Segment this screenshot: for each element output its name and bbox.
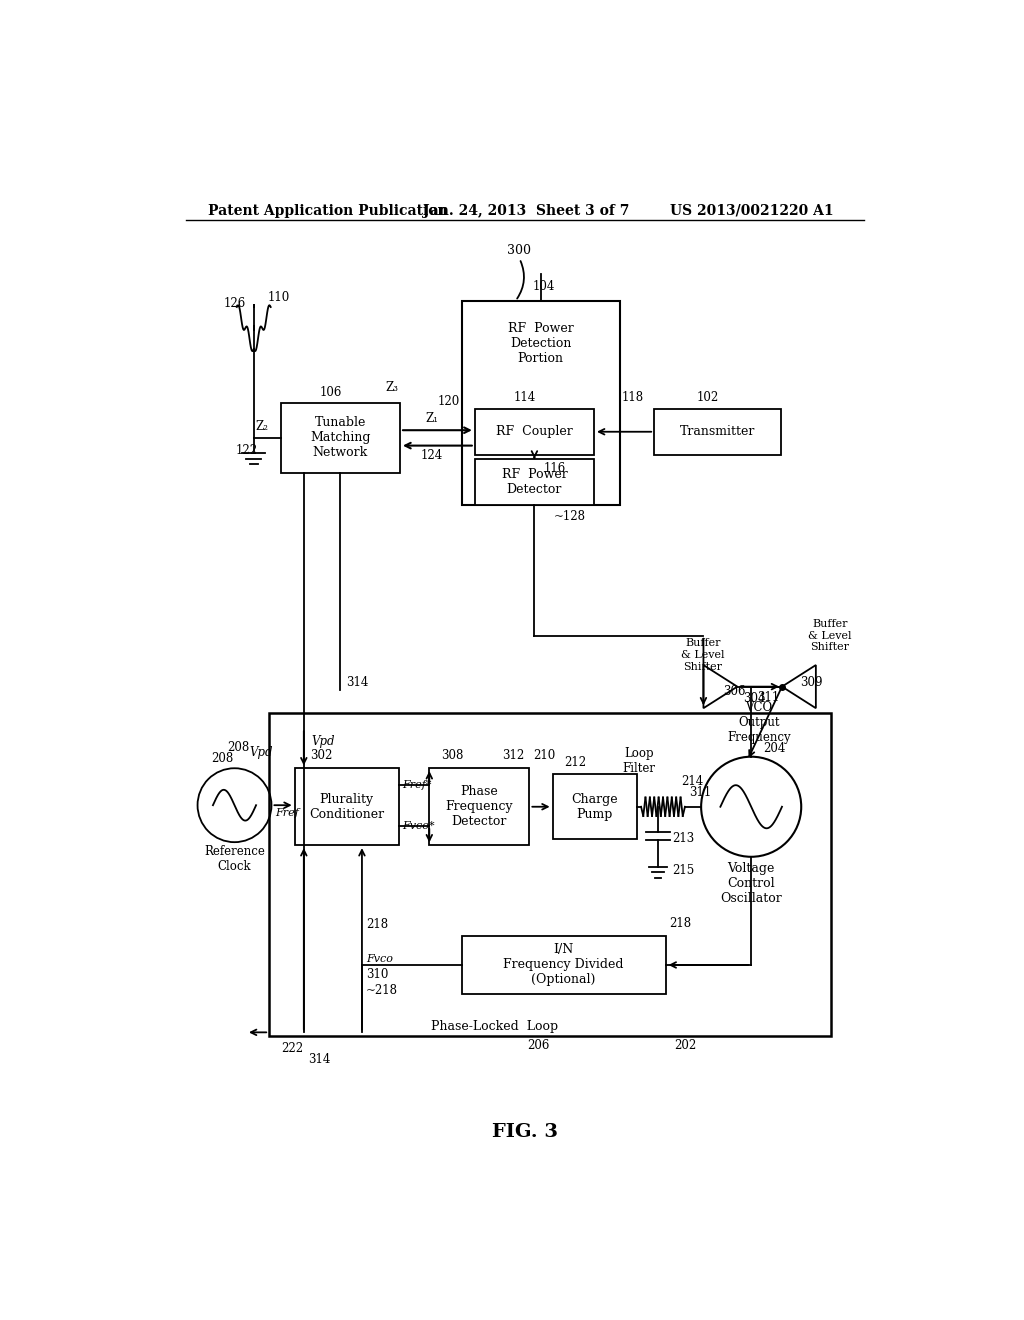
Text: 120: 120 (438, 395, 460, 408)
Text: RF  Power
Detection
Portion: RF Power Detection Portion (508, 322, 573, 364)
Text: 124: 124 (421, 449, 443, 462)
Bar (269, 713, 831, 1036)
Text: Voltage
Control
Oscillator: Voltage Control Oscillator (720, 862, 782, 906)
Bar (553, 775, 637, 840)
Text: Fref*: Fref* (402, 780, 432, 791)
Bar (429, 768, 529, 845)
Bar (462, 936, 666, 994)
Text: Z₃: Z₃ (386, 381, 399, 395)
Text: Phase
Frequency
Detector: Phase Frequency Detector (445, 785, 513, 828)
Bar (475, 459, 594, 506)
Text: 302: 302 (310, 750, 333, 763)
Text: US 2013/0021220 A1: US 2013/0021220 A1 (670, 203, 834, 218)
Text: 218: 218 (366, 917, 388, 931)
Text: 102: 102 (696, 391, 719, 404)
Text: 106: 106 (319, 385, 342, 399)
Text: Phase-Locked  Loop: Phase-Locked Loop (431, 1020, 558, 1034)
Text: Buffer
& Level
Shifter: Buffer & Level Shifter (681, 639, 725, 672)
Text: Reference
Clock: Reference Clock (204, 845, 265, 873)
Text: 208: 208 (226, 741, 249, 754)
Bar (475, 409, 594, 455)
Text: Patent Application Publication: Patent Application Publication (208, 203, 447, 218)
Text: Fref: Fref (275, 808, 299, 818)
Text: ~218: ~218 (366, 983, 397, 997)
Text: 213: 213 (672, 832, 694, 845)
Text: Jan. 24, 2013  Sheet 3 of 7: Jan. 24, 2013 Sheet 3 of 7 (423, 203, 630, 218)
Text: RF  Power
Detector: RF Power Detector (502, 467, 567, 496)
Text: 304: 304 (743, 692, 766, 705)
Text: Z₂: Z₂ (255, 420, 268, 433)
Text: 310: 310 (366, 968, 388, 981)
Bar (295, 768, 398, 845)
Text: RF  Coupler: RF Coupler (496, 425, 572, 438)
Text: Z₁: Z₁ (426, 412, 439, 425)
Text: 116: 116 (544, 462, 566, 475)
Bar (281, 404, 400, 473)
Text: 214: 214 (681, 775, 703, 788)
Text: 110: 110 (267, 290, 290, 304)
Text: I/N
Frequency Divided
(Optional): I/N Frequency Divided (Optional) (504, 944, 624, 986)
Text: Loop
Filter: Loop Filter (623, 747, 655, 775)
Text: 218: 218 (670, 917, 691, 931)
Text: 204: 204 (763, 742, 785, 755)
Text: Vpd: Vpd (311, 735, 335, 748)
Text: Fvco: Fvco (366, 954, 393, 964)
Text: 311: 311 (758, 690, 779, 704)
Text: 126: 126 (223, 297, 246, 310)
Text: 208: 208 (211, 752, 233, 766)
Text: ~128: ~128 (554, 510, 586, 523)
Text: 122: 122 (236, 445, 258, 458)
Text: 202: 202 (674, 1039, 696, 1052)
Text: Buffer
& Level
Shifter: Buffer & Level Shifter (808, 619, 852, 652)
Text: 104: 104 (532, 280, 555, 293)
Text: 215: 215 (672, 865, 694, 878)
Text: 311: 311 (689, 787, 711, 800)
Bar (462, 301, 620, 506)
Text: 306: 306 (724, 685, 745, 698)
Text: 308: 308 (441, 750, 463, 763)
Text: 309: 309 (801, 676, 823, 689)
Text: 206: 206 (527, 1039, 550, 1052)
Text: Transmitter: Transmitter (680, 425, 756, 438)
Text: 210: 210 (534, 750, 555, 763)
Text: 212: 212 (564, 755, 586, 768)
Text: 300: 300 (508, 244, 531, 257)
Text: Fvco*: Fvco* (402, 821, 435, 832)
Text: Plurality
Conditioner: Plurality Conditioner (309, 793, 384, 821)
Text: 314: 314 (346, 676, 369, 689)
Text: 222: 222 (281, 1041, 303, 1055)
Text: VCO
Output
Frequency: VCO Output Frequency (727, 701, 791, 743)
Text: 312: 312 (503, 750, 524, 763)
Text: Tunable
Matching
Network: Tunable Matching Network (310, 416, 371, 459)
Text: 114: 114 (513, 391, 536, 404)
Bar (654, 409, 781, 455)
Text: 118: 118 (622, 391, 644, 404)
Text: Vpd: Vpd (250, 746, 273, 759)
Text: FIG. 3: FIG. 3 (492, 1123, 558, 1142)
Text: 314: 314 (307, 1053, 330, 1065)
Text: Charge
Pump: Charge Pump (571, 793, 618, 821)
